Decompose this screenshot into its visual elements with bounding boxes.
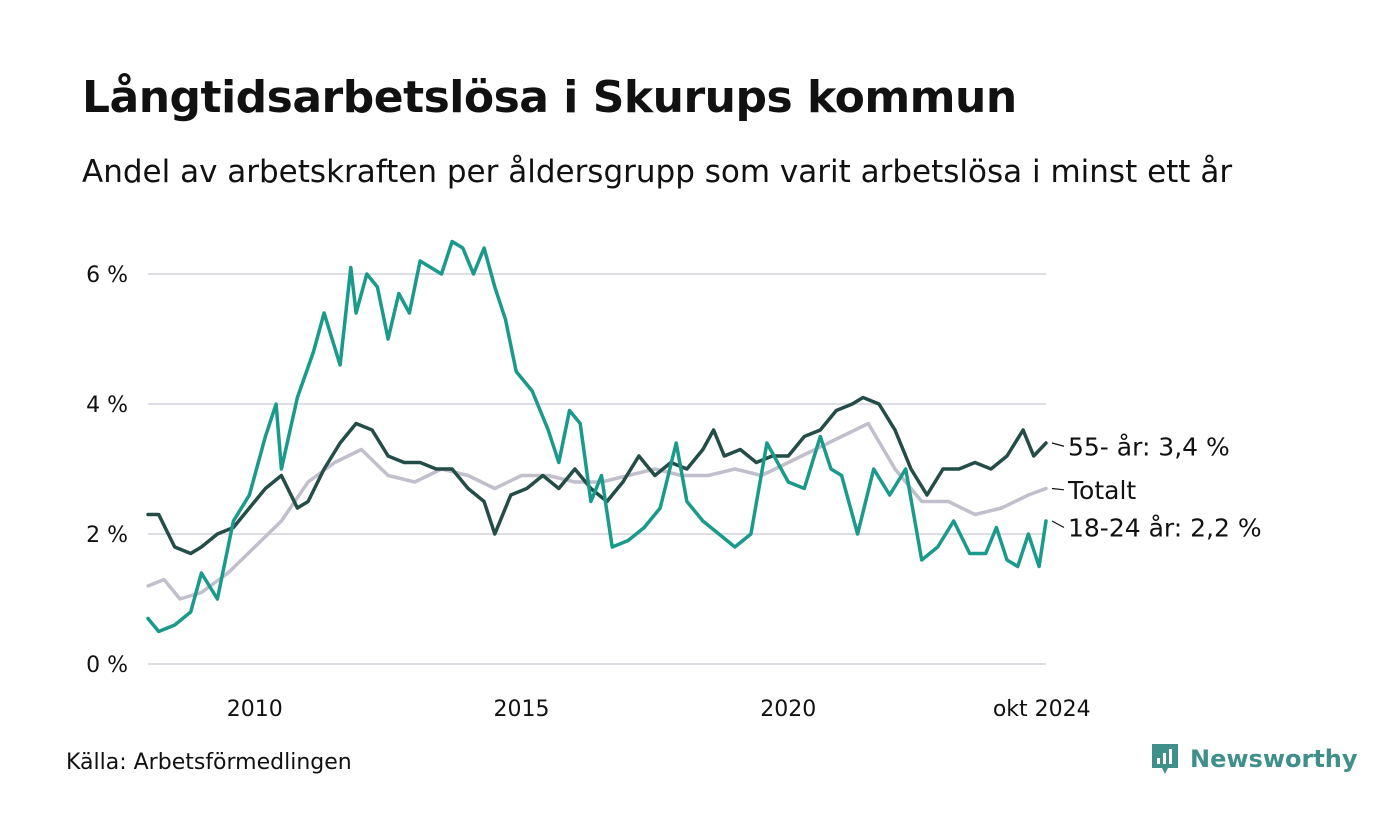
end-label-leader — [1051, 520, 1065, 529]
series-line — [146, 421, 1048, 601]
x-tick-label: 2015 — [493, 697, 549, 722]
series-end-label: Totalt — [1067, 476, 1136, 505]
brand-logo[interactable]: Newsworthy — [1150, 742, 1358, 776]
y-tick-label: 4 % — [86, 393, 128, 418]
y-tick-label: 6 % — [86, 263, 128, 288]
chart-subtitle: Andel av arbetskraften per åldersgrupp s… — [82, 154, 1233, 190]
x-axis-tick-labels: 2010 2015 2020 okt 2024 — [227, 697, 1091, 722]
y-tick-label: 0 % — [86, 653, 128, 678]
series-end-label: 55- år: 3,4 % — [1068, 432, 1230, 461]
source-note: Källa: Arbetsförmedlingen — [66, 750, 352, 775]
brand-name: Newsworthy — [1190, 745, 1358, 773]
bar-chart-pin-icon — [1152, 744, 1178, 774]
x-tick-label: 2010 — [227, 697, 283, 722]
series-line — [146, 395, 1048, 556]
series-end-label: 18-24 år: 2,2 % — [1068, 514, 1262, 543]
end-label-leader — [1051, 487, 1065, 491]
chart-title: Långtidsarbetslösa i Skurups kommun — [82, 72, 1017, 123]
y-axis-tick-labels: 0 % 2 % 4 % 6 % — [86, 263, 128, 678]
end-labels: Totalt 55- år: 3,4 % 18-24 år: 2,2 % — [1051, 432, 1262, 543]
series-line — [146, 239, 1048, 634]
line-chart: 0 % 2 % 4 % 6 % 2010 2015 2020 okt 2024 Totalt… — [86, 239, 1262, 722]
gridlines — [148, 273, 1046, 665]
series-lines — [146, 239, 1048, 634]
x-tick-label: 2020 — [760, 697, 816, 722]
end-label-leader — [1051, 442, 1065, 447]
y-tick-label: 2 % — [86, 523, 128, 548]
x-tick-label: okt 2024 — [993, 697, 1091, 722]
